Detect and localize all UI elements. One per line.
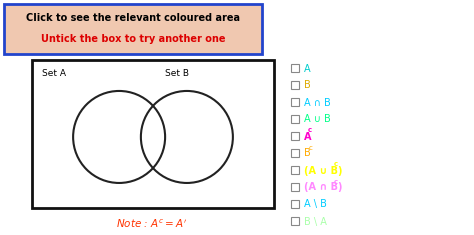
Text: A: A: [304, 63, 310, 74]
Bar: [291, 149, 299, 157]
Bar: [291, 200, 299, 208]
Bar: [32, 60, 274, 208]
Text: c: c: [308, 145, 312, 150]
Text: (A ∪ B): (A ∪ B): [304, 165, 343, 176]
Bar: [291, 115, 299, 123]
Text: Click to see the relevant coloured area: Click to see the relevant coloured area: [26, 13, 240, 23]
Bar: [291, 98, 299, 106]
Text: A: A: [304, 132, 311, 141]
Bar: [291, 64, 299, 72]
Text: c: c: [333, 161, 337, 168]
Text: B: B: [304, 81, 311, 90]
Text: Untick the box to try another one: Untick the box to try another one: [41, 34, 225, 44]
Text: A ∩ B: A ∩ B: [304, 98, 331, 107]
Bar: [291, 81, 299, 89]
Text: c: c: [333, 179, 337, 184]
Text: (A ∩ B): (A ∩ B): [304, 183, 343, 192]
Bar: [291, 183, 299, 191]
Text: Note : $A^c = A'$: Note : $A^c = A'$: [116, 218, 188, 230]
Text: A ∪ B: A ∪ B: [304, 114, 331, 125]
Text: c: c: [308, 128, 312, 133]
Bar: [291, 217, 299, 225]
Text: Set B: Set B: [165, 70, 189, 78]
Text: Set A: Set A: [42, 70, 66, 78]
Bar: [291, 132, 299, 140]
Text: B \ A: B \ A: [304, 216, 327, 227]
FancyBboxPatch shape: [4, 4, 262, 54]
Text: B: B: [304, 149, 311, 158]
Bar: [291, 166, 299, 174]
Text: A \ B: A \ B: [304, 200, 327, 209]
